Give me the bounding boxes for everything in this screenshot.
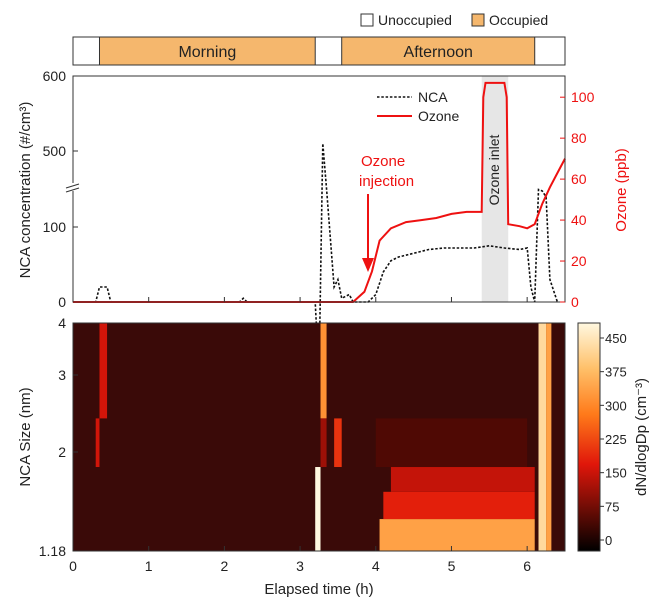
heatmap-cell — [334, 418, 342, 468]
legend-nca-label: NCA — [418, 89, 448, 105]
ozone-injection-annotation: Ozone injection — [359, 153, 414, 272]
heatmap-cell — [375, 418, 528, 468]
colorbar — [577, 322, 601, 552]
heatmap-cell — [320, 323, 327, 419]
occupancy-afternoon-block — [341, 36, 536, 66]
injection-label-line2: injection — [359, 173, 414, 190]
right-tick-label: 80 — [571, 130, 587, 146]
heatmap-cell — [379, 519, 535, 551]
right-tick-label: 100 — [571, 89, 595, 105]
x-tick-label: 0 — [69, 558, 77, 574]
heatmap-cell — [546, 323, 552, 551]
left-tick-label: 0 — [58, 294, 66, 310]
colorbar-tick-label: 0 — [605, 533, 612, 548]
right-y-axis-label: Ozone (ppb) — [613, 148, 630, 231]
size-tick-label: 2 — [58, 444, 66, 460]
x-tick-label: 3 — [296, 558, 304, 574]
left-y-axis-label: NCA concentration (#/cm³) — [17, 102, 34, 279]
colorbar-tick-label: 375 — [605, 365, 627, 380]
right-tick-label: 40 — [571, 212, 587, 228]
heatmap-frame — [72, 322, 566, 552]
size-tick-label: 1.18 — [39, 543, 66, 559]
heatmap-y-ticks: 1.18 2 3 4 — [39, 315, 78, 559]
x-tick-label: 5 — [448, 558, 456, 574]
left-y-ticks: 0 100 500 600 — [43, 68, 78, 310]
heatmap-cell — [538, 323, 547, 551]
occupancy-afternoon-label: Afternoon — [404, 44, 473, 61]
occupancy-morning-block — [98, 36, 316, 66]
injection-label-line1: Ozone — [361, 153, 405, 170]
x-tick-label: 6 — [523, 558, 531, 574]
colorbar-tick-label: 225 — [605, 432, 627, 447]
left-tick-label: 500 — [43, 143, 67, 159]
x-tick-label: 4 — [372, 558, 380, 574]
heatmap-cells — [95, 323, 552, 551]
legend-unoccupied-swatch — [360, 13, 374, 27]
occupancy-morning-label: Morning — [178, 44, 236, 61]
right-y-ticks: 0 20 40 60 80 100 — [560, 89, 595, 310]
legend-occupied-label: Occupied — [489, 12, 548, 28]
ozone-series-line — [73, 81, 566, 303]
x-tick-label: 2 — [220, 558, 228, 574]
ozone-inlet-shade — [481, 76, 509, 302]
size-tick-label: 3 — [58, 367, 66, 383]
heatmap-cell — [95, 418, 100, 468]
heatmap-cell — [390, 467, 535, 492]
right-tick-label: 20 — [571, 253, 587, 269]
size-tick-label: 4 — [58, 315, 66, 331]
x-axis-ticks: 0 1 2 3 4 5 6 — [69, 297, 531, 574]
heatmap-cell — [315, 467, 321, 551]
left-tick-label: 100 — [43, 219, 67, 235]
heatmap-y-axis-label: NCA Size (nm) — [17, 387, 34, 486]
legend-occupied-swatch — [471, 13, 485, 27]
legend-unoccupied-label: Unoccupied — [378, 12, 452, 28]
colorbar-tick-label: 75 — [605, 499, 619, 514]
legend-ozone-label: Ozone — [418, 108, 459, 124]
right-tick-label: 0 — [571, 294, 579, 310]
injection-arrow-head — [362, 258, 374, 272]
heatmap-cell — [99, 323, 108, 419]
x-tick-label: 1 — [145, 558, 153, 574]
series-legend: NCA Ozone — [377, 89, 459, 124]
colorbar-tick-label: 150 — [605, 466, 627, 481]
y-axis-break — [65, 183, 80, 193]
heatmap-cell — [383, 491, 535, 520]
heatmap-cell — [320, 418, 327, 468]
ozone-inlet-label: Ozone inlet — [486, 134, 502, 205]
colorbar-tick-label: 450 — [605, 331, 627, 346]
occupancy-bar: Morning Afternoon — [72, 36, 566, 66]
colorbar-tick-label: 300 — [605, 398, 627, 413]
occupancy-legend: Unoccupied Occupied — [360, 12, 548, 28]
left-tick-label: 600 — [43, 68, 67, 84]
heatmap-panel: 1.18 2 3 4 NCA Size (nm) 0 1 2 3 4 5 6 Elapsed… — [17, 297, 650, 598]
right-tick-label: 60 — [571, 171, 587, 187]
x-axis-label: Elapsed time (h) — [264, 581, 373, 598]
colorbar-ticks: 0 75 150 225 300 375 450 — [600, 331, 627, 548]
colorbar-label: dN/dlogDp (cm⁻³) — [633, 378, 650, 496]
